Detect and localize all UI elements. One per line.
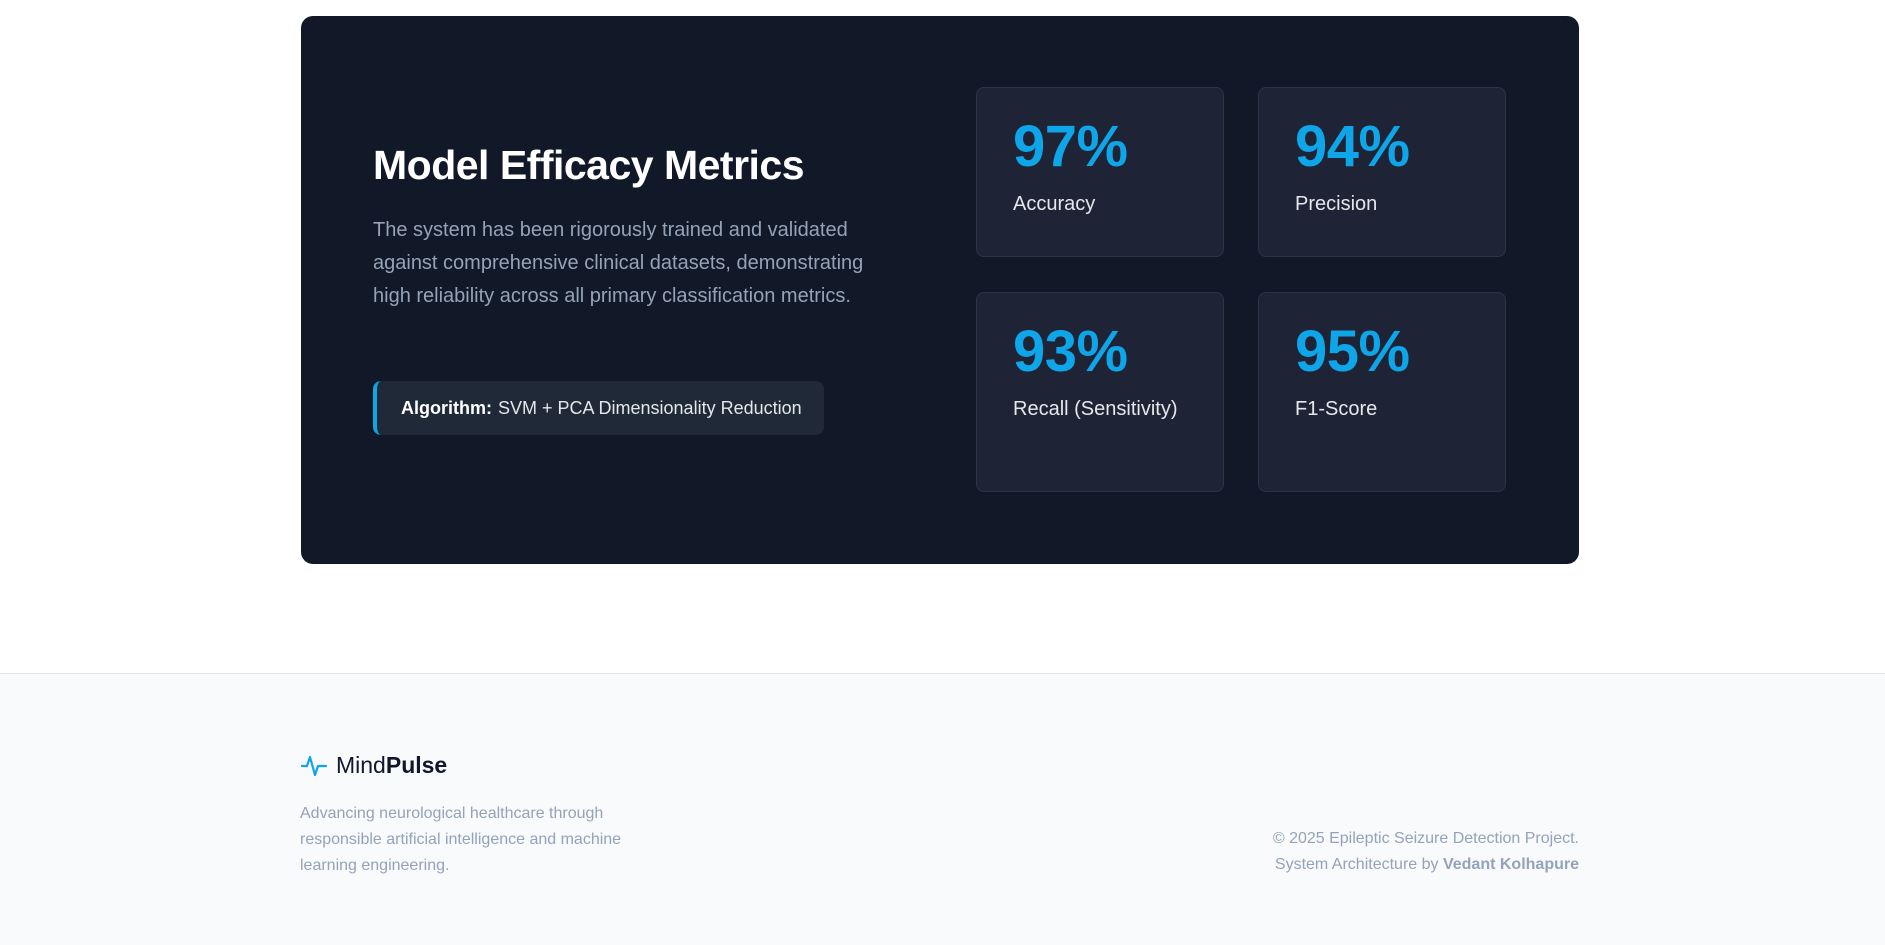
metrics-title: Model Efficacy Metrics [373,142,805,188]
brand-name-light: Mind [336,751,386,778]
metric-value: 95% [1295,319,1410,384]
algorithm-value: SVM + PCA Dimensionality Reduction [497,397,802,418]
algorithm-badge: Algorithm: SVM + PCA Dimensionality Redu… [373,381,824,435]
brand-name: MindPulse [336,752,447,779]
metric-value: 97% [1013,114,1128,179]
architecture-prefix: System Architecture by [1274,856,1439,873]
metric-label: Recall (Sensitivity) [1013,398,1178,420]
author-name: Vedant Kolhapure [1442,856,1579,873]
metric-card-accuracy: 97% Accuracy [976,87,1224,257]
footer-brand[interactable]: MindPulse [300,751,447,779]
metric-card-precision: 94% Precision [1258,87,1506,257]
heartbeat-pulse-icon [300,751,328,779]
brand-name-bold: Pulse [385,751,448,778]
metrics-panel: Model Efficacy Metrics The system has be… [301,16,1579,564]
metric-card-recall: 93% Recall (Sensitivity) [976,292,1224,492]
metric-label: Accuracy [1013,193,1096,215]
footer: MindPulse Advancing neurological healthc… [0,673,1885,945]
metric-label: F1-Score [1295,398,1378,420]
metrics-description: The system has been rigorously trained a… [373,219,864,307]
metric-value: 93% [1013,319,1128,384]
metric-value: 94% [1295,114,1410,179]
metric-card-f1-score: 95% F1-Score [1258,292,1506,492]
architecture-credit: System Architecture by Vedant Kolhapure [1273,852,1579,878]
algorithm-key: Algorithm: [401,397,492,418]
footer-tagline: Advancing neurological healthcare throug… [300,805,622,874]
copyright-text: © 2025 Epileptic Seizure Detection Proje… [1272,830,1579,847]
metric-label: Precision [1295,193,1378,215]
footer-credit: © 2025 Epileptic Seizure Detection Proje… [1273,826,1579,878]
